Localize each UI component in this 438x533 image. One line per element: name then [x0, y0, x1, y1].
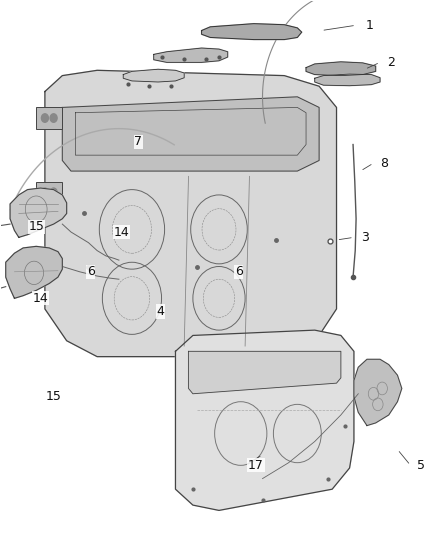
Bar — [36, 182, 62, 203]
Polygon shape — [45, 70, 336, 357]
Text: 15: 15 — [46, 390, 62, 403]
Text: 15: 15 — [28, 220, 44, 233]
Text: 17: 17 — [248, 459, 264, 472]
Text: 14: 14 — [33, 292, 49, 305]
Circle shape — [42, 188, 48, 197]
Polygon shape — [201, 23, 302, 39]
Circle shape — [42, 114, 48, 122]
Circle shape — [50, 114, 57, 122]
Polygon shape — [62, 97, 319, 171]
Polygon shape — [354, 359, 402, 425]
Text: 4: 4 — [156, 305, 164, 318]
Text: 5: 5 — [417, 459, 425, 472]
Text: 2: 2 — [387, 56, 395, 69]
Polygon shape — [188, 351, 341, 394]
Text: 1: 1 — [365, 19, 373, 32]
Text: 3: 3 — [361, 231, 369, 244]
Polygon shape — [306, 62, 376, 76]
Text: 8: 8 — [380, 157, 389, 169]
Polygon shape — [10, 188, 67, 237]
Polygon shape — [315, 74, 380, 86]
Bar — [36, 108, 62, 128]
Text: 14: 14 — [113, 225, 129, 239]
Text: 7: 7 — [134, 135, 142, 148]
Polygon shape — [154, 48, 228, 62]
Polygon shape — [6, 246, 62, 298]
Circle shape — [50, 188, 57, 197]
Text: 6: 6 — [235, 265, 243, 278]
Polygon shape — [123, 69, 184, 82]
Text: 6: 6 — [87, 265, 95, 278]
Polygon shape — [176, 330, 354, 511]
